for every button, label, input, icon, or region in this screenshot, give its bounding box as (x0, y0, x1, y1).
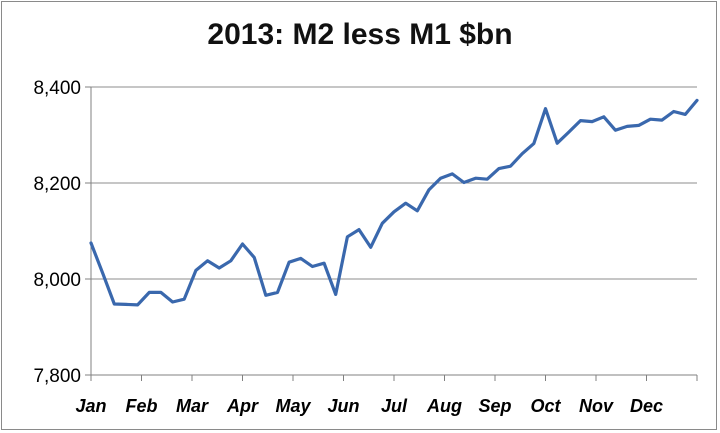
y-tick-label: 7,800 (33, 366, 81, 387)
x-tick-label: Jan (75, 396, 106, 416)
x-tick-label: Dec (630, 396, 663, 416)
chart-title: 2013: M2 less M1 $bn (207, 18, 513, 51)
x-tick-labels: Jan Feb Mar Apr May Jun Jul Aug Sep Oct Nov Dec (75, 396, 663, 416)
x-tick-label: Feb (125, 396, 157, 416)
x-tick-label: Sep (478, 396, 511, 416)
y-tick-label: 8,000 (33, 270, 81, 291)
x-tick-label: May (275, 396, 311, 416)
x-tick-label: Apr (226, 396, 259, 416)
y-tick-labels: 7,800 8,000 8,200 8,400 (33, 78, 81, 387)
x-tick-label: Nov (579, 396, 614, 416)
series-line (89, 98, 699, 307)
x-tick-label: Mar (176, 396, 209, 416)
y-tick-label: 8,200 (33, 174, 81, 195)
axes (85, 86, 698, 381)
x-tick-label: Oct (530, 396, 561, 416)
gridlines (91, 86, 697, 280)
x-tick-label: Jul (381, 396, 408, 416)
x-tick-label: Jun (327, 396, 359, 416)
series-group (89, 98, 699, 307)
x-tick-label: Aug (426, 396, 462, 416)
y-tick-label: 8,400 (33, 78, 81, 99)
